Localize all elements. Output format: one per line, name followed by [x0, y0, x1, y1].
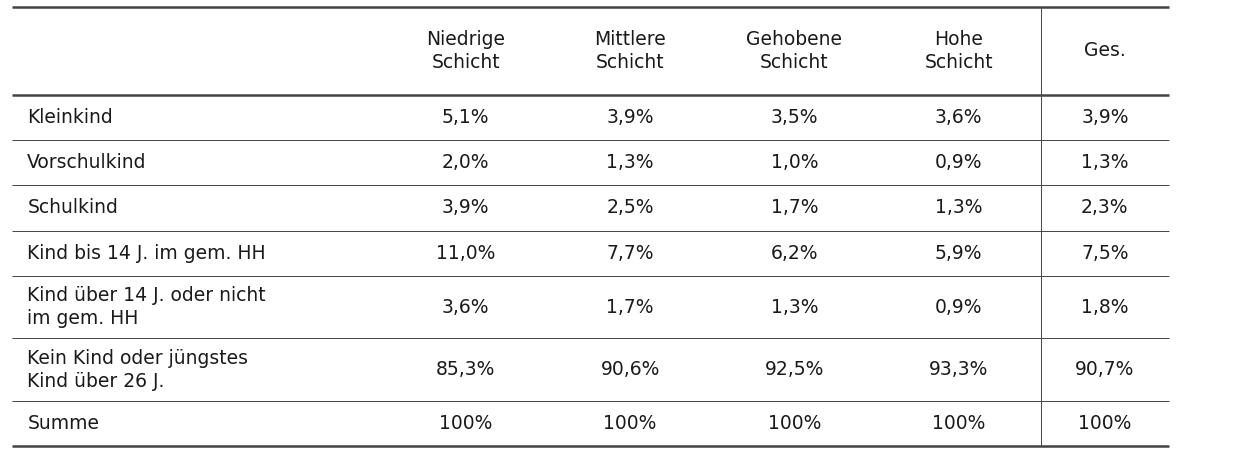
Text: Gehobene
Schicht: Gehobene Schicht	[746, 30, 842, 72]
Text: 1,8%: 1,8%	[1081, 298, 1129, 317]
Text: 5,9%: 5,9%	[935, 244, 982, 263]
Text: 100%: 100%	[768, 414, 821, 433]
Text: 90,7%: 90,7%	[1076, 360, 1134, 379]
Text: 2,3%: 2,3%	[1081, 198, 1129, 217]
Text: 100%: 100%	[932, 414, 985, 433]
Text: Kein Kind oder jüngstes
Kind über 26 J.: Kein Kind oder jüngstes Kind über 26 J.	[27, 349, 248, 390]
Text: 1,7%: 1,7%	[606, 298, 653, 317]
Text: 1,7%: 1,7%	[771, 198, 818, 217]
Text: 1,3%: 1,3%	[935, 198, 982, 217]
Text: Summe: Summe	[27, 414, 99, 433]
Text: Kind über 14 J. oder nicht
im gem. HH: Kind über 14 J. oder nicht im gem. HH	[27, 286, 266, 328]
Text: Niedrige
Schicht: Niedrige Schicht	[426, 30, 505, 72]
Text: 0,9%: 0,9%	[935, 298, 982, 317]
Text: 1,0%: 1,0%	[771, 153, 818, 172]
Text: 93,3%: 93,3%	[929, 360, 989, 379]
Text: Vorschulkind: Vorschulkind	[27, 153, 147, 172]
Text: 3,6%: 3,6%	[442, 298, 489, 317]
Text: 3,5%: 3,5%	[771, 108, 818, 127]
Text: 5,1%: 5,1%	[442, 108, 489, 127]
Text: 7,5%: 7,5%	[1081, 244, 1129, 263]
Text: 1,3%: 1,3%	[1081, 153, 1129, 172]
Text: 3,9%: 3,9%	[442, 198, 489, 217]
Text: Mittlere
Schicht: Mittlere Schicht	[594, 30, 666, 72]
Text: 3,9%: 3,9%	[606, 108, 653, 127]
Text: Kind bis 14 J. im gem. HH: Kind bis 14 J. im gem. HH	[27, 244, 266, 263]
Text: 1,3%: 1,3%	[771, 298, 818, 317]
Text: 100%: 100%	[1078, 414, 1131, 433]
Text: 3,6%: 3,6%	[935, 108, 982, 127]
Text: Schulkind: Schulkind	[27, 198, 118, 217]
Text: Kleinkind: Kleinkind	[27, 108, 113, 127]
Text: 11,0%: 11,0%	[436, 244, 496, 263]
Text: 90,6%: 90,6%	[600, 360, 660, 379]
Text: 6,2%: 6,2%	[771, 244, 818, 263]
Text: 100%: 100%	[604, 414, 657, 433]
Text: 2,5%: 2,5%	[606, 198, 653, 217]
Text: Ges.: Ges.	[1084, 41, 1125, 60]
Text: 92,5%: 92,5%	[765, 360, 825, 379]
Text: 85,3%: 85,3%	[436, 360, 496, 379]
Text: 3,9%: 3,9%	[1081, 108, 1129, 127]
Text: Hohe
Schicht: Hohe Schicht	[924, 30, 994, 72]
Text: 0,9%: 0,9%	[935, 153, 982, 172]
Text: 1,3%: 1,3%	[606, 153, 653, 172]
Text: 100%: 100%	[440, 414, 493, 433]
Text: 2,0%: 2,0%	[442, 153, 489, 172]
Text: 7,7%: 7,7%	[606, 244, 653, 263]
